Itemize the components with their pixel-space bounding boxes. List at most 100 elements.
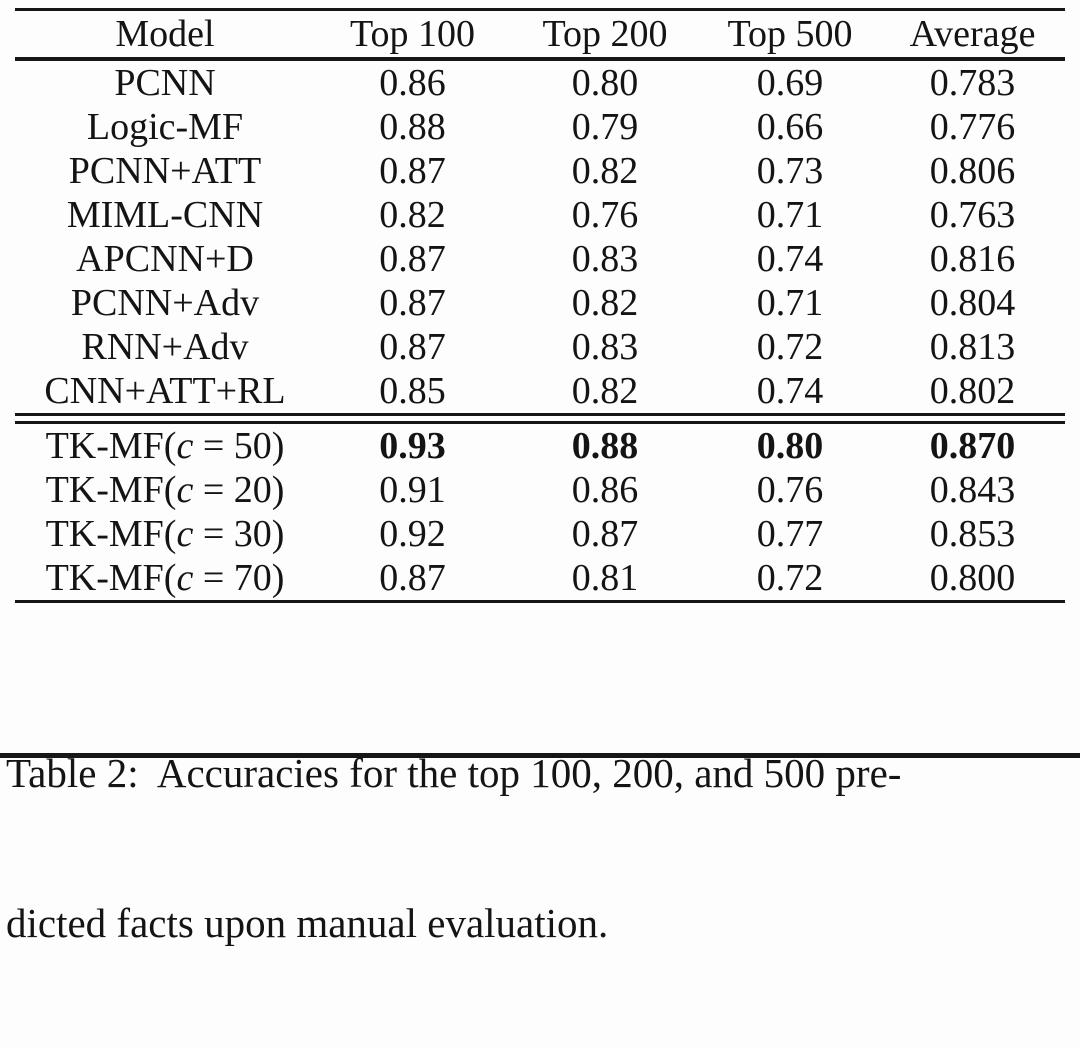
table-row: TK-MF(c = 70) 0.87 0.81 0.72 0.800 xyxy=(15,556,1065,600)
model-name-part: RNN+Adv xyxy=(81,326,249,368)
model-name-part: PCNN xyxy=(114,62,216,104)
model-name-part: PCNN+ATT xyxy=(68,150,262,192)
value-cell: 0.82 xyxy=(379,194,446,236)
value-cell: 0.85 xyxy=(379,370,446,412)
value-cell: 0.77 xyxy=(756,513,824,555)
table-caption-line: dicted facts upon manual evaluation. xyxy=(6,900,609,946)
model-name-part: TK-MF( xyxy=(45,557,177,599)
value-cell: 0.88 xyxy=(571,425,639,467)
value-cell: 0.82 xyxy=(571,150,639,192)
model-name-part: PCNN+Adv xyxy=(70,282,260,324)
model-name-part: = 20) xyxy=(193,469,285,511)
table-row: MIML-CNN 0.82 0.76 0.71 0.763 xyxy=(15,193,1065,237)
column-header-top100: Top 100 xyxy=(349,13,476,55)
value-cell: 0.79 xyxy=(571,106,639,148)
value-cell: 0.72 xyxy=(756,557,824,599)
table-row: Logic-MF 0.88 0.79 0.66 0.776 xyxy=(15,105,1065,149)
value-cell: 0.87 xyxy=(571,513,639,555)
value-cell: 0.74 xyxy=(756,238,824,280)
table-top-rule xyxy=(15,8,1065,11)
value-cell: 0.80 xyxy=(571,62,639,104)
model-cell: PCNN+Adv xyxy=(15,281,315,325)
model-name-part: Logic-MF xyxy=(86,106,244,148)
model-cell: PCNN xyxy=(15,61,315,105)
baseline-models-group: PCNN 0.86 0.80 0.69 0.783 Logic-MF 0.88 0.79 0.6… xyxy=(15,61,1065,413)
column-header-top500: Top 500 xyxy=(727,13,853,55)
value-cell: 0.88 xyxy=(379,106,446,148)
table-row: PCNN+Adv 0.87 0.82 0.71 0.804 xyxy=(15,281,1065,325)
model-name-part: CNN+ATT+RL xyxy=(44,370,286,412)
model-cell: TK-MF(c = 20) xyxy=(15,468,315,512)
value-cell: 0.87 xyxy=(379,282,446,324)
value-cell: 0.813 xyxy=(929,326,1016,368)
model-cell: TK-MF(c = 50) xyxy=(15,424,315,468)
table-row: APCNN+D 0.87 0.83 0.74 0.816 xyxy=(15,237,1065,281)
model-cell: TK-MF(c = 70) xyxy=(15,556,315,600)
model-cell: Logic-MF xyxy=(15,105,315,149)
table-row: TK-MF(c = 30) 0.92 0.87 0.77 0.853 xyxy=(15,512,1065,556)
table-row: RNN+Adv 0.87 0.83 0.72 0.813 xyxy=(15,325,1065,369)
value-cell: 0.66 xyxy=(756,106,824,148)
value-cell: 0.843 xyxy=(929,469,1016,511)
value-cell: 0.73 xyxy=(756,150,824,192)
value-cell: 0.800 xyxy=(929,557,1016,599)
model-name-part: TK-MF( xyxy=(45,425,177,467)
column-header-model: Model xyxy=(115,13,215,55)
value-cell: 0.71 xyxy=(756,194,824,236)
table-row: TK-MF(c = 50) 0.93 0.88 0.80 0.870 xyxy=(15,424,1065,468)
table-midrule-upper xyxy=(15,413,1065,416)
model-name-part: TK-MF( xyxy=(45,513,177,555)
value-cell: 0.93 xyxy=(379,425,446,467)
value-cell: 0.87 xyxy=(379,326,446,368)
value-cell: 0.87 xyxy=(379,557,446,599)
model-name-part: MIML-CNN xyxy=(66,194,264,236)
model-name-part: = 70) xyxy=(193,557,285,599)
table-row: TK-MF(c = 20) 0.91 0.86 0.76 0.843 xyxy=(15,468,1065,512)
value-cell: 0.804 xyxy=(929,282,1016,324)
value-cell: 0.776 xyxy=(929,106,1016,148)
value-cell: 0.816 xyxy=(929,238,1016,280)
value-cell: 0.853 xyxy=(929,513,1016,555)
value-cell: 0.87 xyxy=(379,238,446,280)
value-cell: 0.80 xyxy=(756,425,824,467)
model-cell: RNN+Adv xyxy=(15,325,315,369)
model-cell: MIML-CNN xyxy=(15,193,315,237)
model-cell: CNN+ATT+RL xyxy=(15,369,315,413)
column-header-average: Average xyxy=(909,13,1036,55)
value-cell: 0.81 xyxy=(571,557,639,599)
value-cell: 0.802 xyxy=(929,370,1016,412)
model-name-part: c xyxy=(176,469,194,511)
value-cell: 0.71 xyxy=(756,282,824,324)
value-cell: 0.870 xyxy=(929,425,1016,467)
value-cell: 0.783 xyxy=(929,62,1016,104)
value-cell: 0.69 xyxy=(756,62,824,104)
accuracy-table: Model Top 100 Top 200 Top 500 Average PC… xyxy=(15,8,1065,603)
model-name-part: c xyxy=(176,513,194,555)
model-name-part: TK-MF( xyxy=(45,469,177,511)
model-name-part: = 30) xyxy=(193,513,285,555)
value-cell: 0.76 xyxy=(571,194,639,236)
model-cell: APCNN+D xyxy=(15,237,315,281)
model-name-part: c xyxy=(176,425,194,467)
model-name-part: APCNN+D xyxy=(76,238,254,280)
value-cell: 0.82 xyxy=(571,282,639,324)
table-header-rule xyxy=(15,57,1065,61)
table-caption: Table 2: Accuracies for the top 100, 200… xyxy=(6,648,1078,1048)
value-cell: 0.806 xyxy=(929,150,1016,192)
table-header-row: Model Top 100 Top 200 Top 500 Average xyxy=(15,11,1065,57)
value-cell: 0.86 xyxy=(571,469,639,511)
table-midrule-lower xyxy=(15,421,1065,424)
value-cell: 0.82 xyxy=(571,370,639,412)
value-cell: 0.72 xyxy=(756,326,824,368)
value-cell: 0.87 xyxy=(379,150,446,192)
value-cell: 0.74 xyxy=(756,370,824,412)
tkmf-models-group: TK-MF(c = 50) 0.93 0.88 0.80 0.870 TK-MF(c = … xyxy=(15,424,1065,600)
value-cell: 0.76 xyxy=(756,469,824,511)
table-bottom-rule xyxy=(15,600,1065,603)
model-cell: PCNN+ATT xyxy=(15,149,315,193)
table-row: PCNN+ATT 0.87 0.82 0.73 0.806 xyxy=(15,149,1065,193)
model-cell: TK-MF(c = 30) xyxy=(15,512,315,556)
paper-page: Model Top 100 Top 200 Top 500 Average PC… xyxy=(0,8,1080,946)
column-header-top200: Top 200 xyxy=(542,13,668,55)
value-cell: 0.91 xyxy=(379,469,446,511)
